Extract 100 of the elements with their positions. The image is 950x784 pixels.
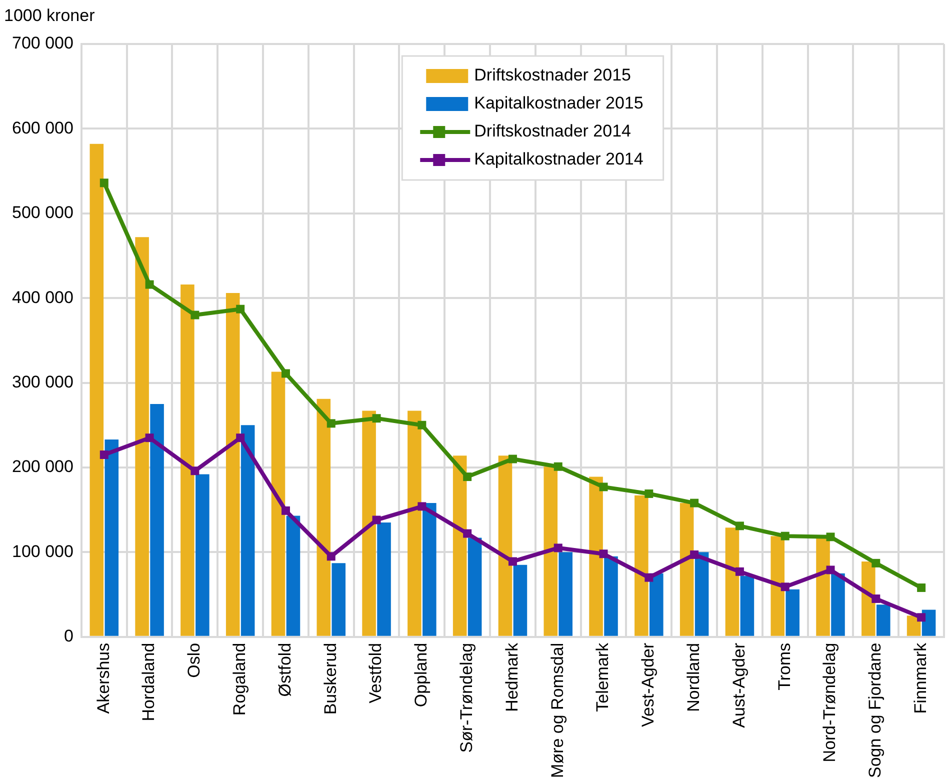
bar	[104, 440, 119, 636]
y-tick-label: 300 000	[12, 372, 74, 392]
point	[418, 420, 426, 430]
x-tick-label: Sogn og Fjordane	[866, 642, 885, 778]
point	[326, 419, 336, 428]
point	[690, 550, 699, 559]
y-tick-label: 600 000	[12, 118, 74, 138]
legend-label: Driftskostnader 2014	[474, 122, 632, 141]
bar	[468, 538, 482, 636]
point	[372, 414, 381, 423]
point	[145, 434, 154, 442]
bar	[922, 610, 936, 636]
y-tick-label: 100 000	[12, 542, 74, 561]
bar	[862, 561, 876, 636]
x-tick-label: Finnmark	[910, 642, 930, 714]
point	[100, 178, 108, 188]
point	[554, 462, 562, 471]
bar	[452, 456, 467, 636]
x-tick-label: Nordland	[684, 642, 703, 712]
x-tick-label: Hordaland	[139, 642, 158, 722]
point	[372, 516, 381, 524]
point	[917, 613, 926, 622]
x-tick-label: Møre og Romsdal	[548, 642, 567, 778]
bar	[332, 563, 346, 636]
bar	[150, 404, 164, 636]
x-tick-label: Sør-Trøndelag	[457, 642, 476, 753]
bar	[634, 495, 648, 636]
bar	[544, 466, 558, 636]
legend-label: Kapitalkostnader 2015	[474, 94, 644, 113]
point	[599, 550, 608, 558]
bar	[180, 284, 194, 636]
point	[872, 558, 880, 568]
bar	[650, 573, 664, 636]
point	[190, 466, 200, 476]
bar	[876, 604, 890, 636]
point	[826, 566, 835, 574]
y-tick-label: 200 000	[12, 457, 74, 476]
x-tick-label: Rogaland	[230, 642, 250, 716]
bar	[377, 522, 391, 636]
y-axis-title: 1000 kroner	[4, 6, 96, 26]
bar	[196, 474, 210, 636]
bar	[226, 292, 240, 636]
point	[190, 310, 200, 320]
bar	[831, 573, 845, 636]
point	[735, 567, 744, 576]
point	[463, 472, 472, 482]
point	[872, 594, 880, 603]
legend-label: Driftskostnader 2015	[474, 66, 632, 85]
bar	[362, 410, 376, 636]
y-tick-label: 500 000	[12, 203, 74, 222]
bar	[286, 516, 300, 636]
point	[281, 369, 290, 378]
bar	[604, 556, 618, 636]
x-tick-label: Buskerud	[320, 642, 340, 715]
point	[644, 573, 654, 582]
x-tick-label: Nord-Trøndelag	[820, 642, 840, 762]
x-tick-label: Telemark	[593, 642, 612, 712]
x-tick-label: Akershus	[94, 642, 113, 714]
bar	[770, 536, 785, 636]
x-tick-label: Troms	[774, 642, 794, 690]
bar	[422, 503, 436, 636]
bar	[589, 476, 603, 636]
bar	[513, 564, 528, 636]
x-tick-label: Oppland	[412, 642, 431, 708]
bar	[316, 398, 331, 636]
point	[599, 482, 608, 492]
y-tick-label: 400 000	[12, 288, 74, 307]
bar	[740, 576, 754, 636]
point	[100, 450, 108, 459]
legend-label: Kapitalkostnader 2014	[474, 150, 644, 169]
bar	[498, 456, 512, 636]
point	[418, 502, 426, 511]
point	[326, 552, 336, 561]
point	[554, 544, 562, 552]
point	[644, 489, 654, 498]
point	[780, 532, 790, 540]
point	[826, 532, 835, 542]
point	[281, 506, 290, 515]
bar	[680, 503, 694, 636]
x-tick-label: Hedmark	[502, 642, 522, 712]
point	[508, 454, 517, 464]
x-tick-label: Vestfold	[366, 642, 386, 704]
point	[735, 522, 744, 530]
point	[463, 529, 472, 538]
point	[780, 582, 790, 592]
bar	[408, 410, 422, 636]
point	[508, 557, 517, 566]
x-tick-label: Vest-Agder	[638, 642, 658, 727]
bar	[558, 552, 573, 636]
bar	[725, 528, 740, 636]
point	[690, 498, 699, 508]
y-tick-label: 0	[64, 626, 74, 646]
bar	[271, 372, 286, 636]
point	[917, 583, 926, 592]
y-tick-label: 700 000	[12, 34, 74, 53]
bar	[90, 144, 104, 636]
bar	[694, 552, 709, 636]
bar	[786, 589, 800, 636]
bar	[135, 237, 149, 636]
x-tick-label: Aust-Agder	[729, 642, 748, 728]
